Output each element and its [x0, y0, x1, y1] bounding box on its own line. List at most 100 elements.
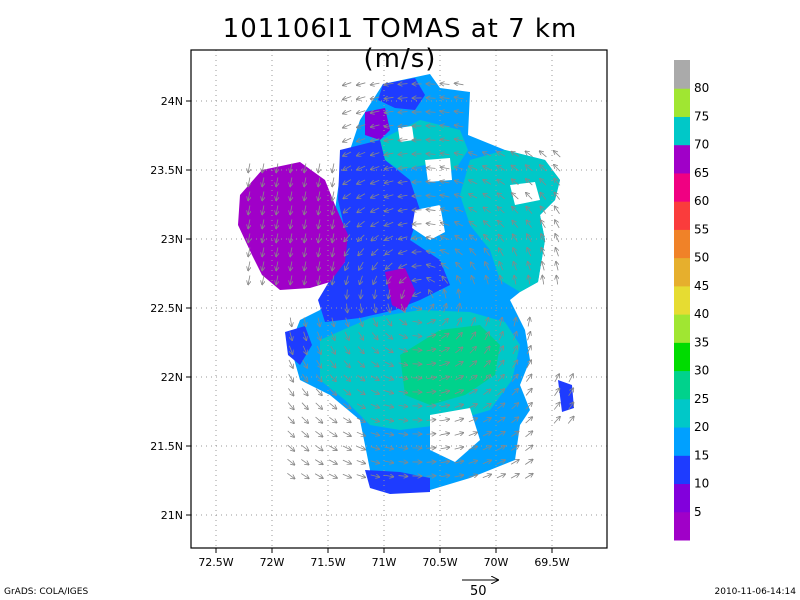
- wind-arrow-icon: [455, 139, 464, 141]
- wind-arrow-icon: [441, 125, 450, 126]
- footer-timestamp: 2010-11-06-14:14: [714, 587, 797, 597]
- wind-arrow-icon: [371, 153, 380, 156]
- wind-arrow-icon: [399, 98, 408, 99]
- wind-arrow-icon: [511, 417, 518, 424]
- wind-arrow-icon: [398, 405, 408, 406]
- wind-arrow-icon: [426, 335, 436, 338]
- wind-arrow-icon: [248, 275, 250, 285]
- wind-arrow-icon: [384, 361, 393, 366]
- x-tick-label: 69.5W: [534, 556, 569, 569]
- wind-arrow-icon: [387, 276, 392, 284]
- wind-arrow-icon: [482, 432, 491, 437]
- wind-arrow-icon: [441, 181, 450, 183]
- wind-arrow-icon: [371, 167, 380, 170]
- wind-arrow-icon: [440, 348, 449, 353]
- wind-arrow-icon: [482, 418, 491, 423]
- wind-arrow-icon: [347, 289, 348, 299]
- wind-arrow-icon: [483, 389, 490, 395]
- wind-arrow-icon: [371, 139, 380, 141]
- wind-arrow-icon: [427, 182, 436, 183]
- wind-arrow-icon: [304, 331, 307, 341]
- wind-arrow-icon: [426, 391, 436, 392]
- y-tick-label: 22.5N: [150, 302, 183, 315]
- wind-arrow-icon: [513, 248, 518, 257]
- wind-arrow-icon: [454, 390, 463, 395]
- wind-arrow-icon: [440, 419, 450, 421]
- wind-arrow-icon: [317, 331, 320, 340]
- wind-arrow-icon: [497, 375, 504, 382]
- wind-arrow-icon: [287, 402, 294, 410]
- wind-arrow-icon: [440, 362, 449, 365]
- wind-arrow-icon: [455, 111, 464, 113]
- wind-arrow-icon: [496, 460, 505, 465]
- wind-arrow-icon: [360, 303, 361, 313]
- wind-arrow-icon: [455, 208, 464, 213]
- colorbar: 5 10 15 20 25 30 35 40 45 50 55 60 65 70 75 80: [674, 60, 709, 541]
- wind-arrow-icon: [398, 419, 408, 420]
- wind-arrow-icon: [357, 125, 366, 128]
- wind-arrow-icon: [540, 165, 547, 172]
- wind-arrow-icon: [370, 447, 380, 450]
- wind-arrow-icon: [455, 194, 464, 197]
- wind-arrow-icon: [400, 276, 407, 283]
- wind-arrow-icon: [276, 177, 278, 187]
- wind-arrow-icon: [526, 374, 531, 382]
- wind-arrow-icon: [304, 219, 306, 229]
- wind-arrow-icon: [318, 219, 320, 229]
- wind-arrow-icon: [315, 416, 323, 423]
- wind-arrow-icon: [399, 167, 408, 168]
- wind-arrow-icon: [356, 431, 365, 436]
- wind-arrow-icon: [455, 153, 464, 155]
- wind-arrow-icon: [357, 193, 366, 198]
- y-tick-label: 22N: [161, 371, 183, 384]
- wind-arrow-icon: [301, 459, 308, 464]
- wind-arrow-icon: [525, 431, 533, 438]
- wind-arrow-icon: [328, 473, 337, 478]
- wind-arrow-icon: [556, 248, 559, 257]
- wind-arrow-icon: [498, 332, 503, 341]
- wind-arrow-icon: [357, 374, 364, 380]
- wind-arrow-icon: [343, 96, 352, 99]
- wind-arrow-icon: [553, 402, 560, 410]
- wind-arrow-icon: [248, 261, 250, 271]
- wind-arrow-icon: [486, 276, 489, 285]
- wind-arrow-icon: [483, 375, 491, 382]
- x-tick-label: 71W: [372, 556, 397, 569]
- wind-arrow-icon: [315, 402, 323, 409]
- wind-arrow-icon: [441, 195, 450, 197]
- wind-arrow-icon: [370, 375, 379, 380]
- wind-arrow-icon: [276, 261, 278, 271]
- wind-arrow-icon: [371, 361, 378, 366]
- wind-arrow-icon: [441, 319, 448, 326]
- wind-arrow-icon: [385, 209, 394, 212]
- wind-arrow-icon: [330, 360, 335, 367]
- wind-arrow-icon: [412, 321, 422, 322]
- wind-arrow-icon: [441, 83, 450, 84]
- wind-arrow-icon: [483, 166, 492, 171]
- wind-arrow-icon: [314, 473, 323, 478]
- wind-arrow-icon: [262, 261, 264, 271]
- wind-arrow-icon: [458, 304, 460, 313]
- wind-arrow-icon: [454, 404, 463, 407]
- wind-arrow-icon: [526, 220, 532, 228]
- wind-arrow-icon: [525, 403, 532, 410]
- colorbar-swatch: [674, 398, 690, 428]
- wind-arrow-icon: [373, 275, 378, 284]
- wind-arrow-icon: [370, 389, 379, 394]
- wind-arrow-icon: [441, 236, 450, 241]
- wind-arrow-icon: [499, 248, 504, 257]
- wind-arrow-icon: [412, 350, 422, 351]
- colorbar-swatch: [674, 342, 690, 372]
- wind-arrow-icon: [426, 448, 436, 449]
- wind-arrow-icon: [568, 388, 574, 397]
- wind-arrow-icon: [290, 163, 292, 173]
- wind-arrow-icon: [343, 403, 350, 408]
- wind-arrow-icon: [471, 276, 474, 285]
- wind-arrow-icon: [385, 139, 394, 141]
- wind-arrow-icon: [276, 163, 278, 173]
- wind-arrow-icon: [469, 180, 478, 185]
- wind-arrow-icon: [384, 391, 394, 394]
- wind-arrow-icon: [513, 262, 516, 271]
- colorbar-swatch: [674, 229, 690, 259]
- wind-arrow-icon: [399, 112, 408, 113]
